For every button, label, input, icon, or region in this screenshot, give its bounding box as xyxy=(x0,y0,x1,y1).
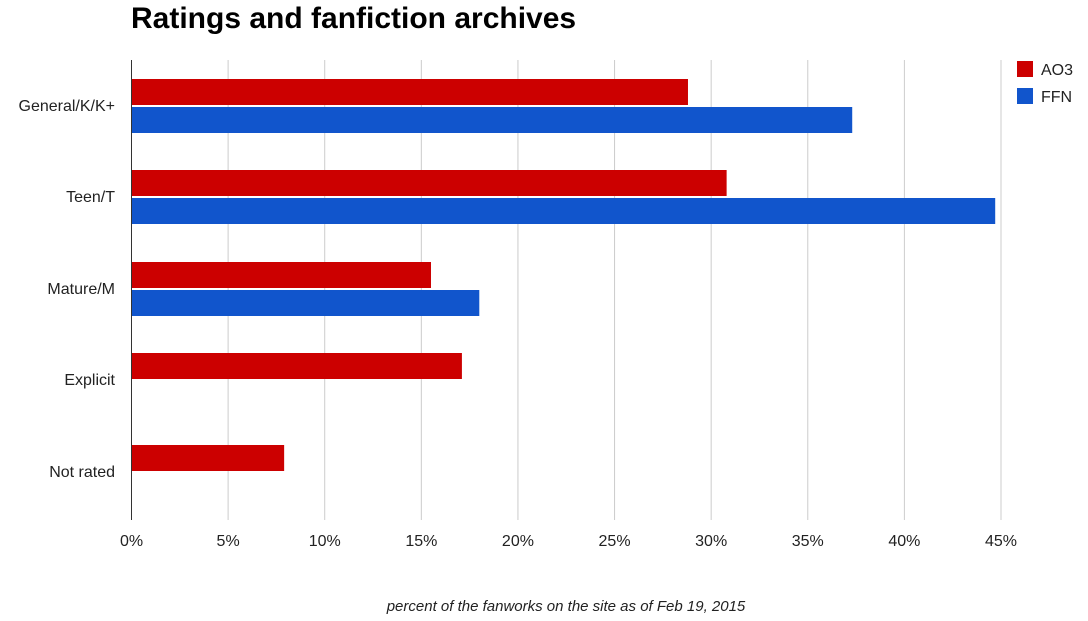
bar-ao3 xyxy=(131,79,688,105)
x-tick-label: 25% xyxy=(599,533,631,550)
legend-swatch xyxy=(1017,61,1033,77)
category-label: Explicit xyxy=(64,372,115,389)
x-tick-label: 35% xyxy=(792,533,824,550)
legend: AO3 FFN xyxy=(1017,61,1073,106)
x-tick-label: 40% xyxy=(888,533,920,550)
bar-ao3 xyxy=(131,353,462,379)
bar-ffn xyxy=(131,198,996,224)
x-axis-label: percent of the fanworks on the site as o… xyxy=(386,598,746,615)
legend-swatch xyxy=(1017,88,1033,104)
x-tick-label: 5% xyxy=(217,533,240,550)
x-tick-label: 10% xyxy=(309,533,341,550)
x-tick-label: 15% xyxy=(405,533,437,550)
category-label: Mature/M xyxy=(47,281,115,298)
bar-ffn xyxy=(131,290,480,316)
category-label: Not rated xyxy=(49,464,115,481)
legend-label: FFN xyxy=(1041,89,1072,106)
gridlines xyxy=(227,60,1002,520)
bar-ao3 xyxy=(131,262,431,288)
x-tick-label: 20% xyxy=(502,533,534,550)
legend-label: AO3 xyxy=(1041,62,1073,79)
category-labels: General/K/K+ Teen/T Mature/M Explicit Not ra… xyxy=(19,98,116,481)
x-tick-labels: 0% 5% 10% 15% 20% 25% 30% 35% 40% 45% xyxy=(120,533,1017,550)
category-label: General/K/K+ xyxy=(19,98,116,115)
bar-ao3 xyxy=(131,170,727,196)
bars xyxy=(131,79,996,471)
x-tick-label: 45% xyxy=(985,533,1017,550)
x-tick-label: 30% xyxy=(695,533,727,550)
bar-ffn xyxy=(131,107,853,133)
category-label: Teen/T xyxy=(66,189,115,206)
x-tick-label: 0% xyxy=(120,533,143,550)
chart-title: Ratings and fanfiction archives xyxy=(131,2,576,35)
bar-ao3 xyxy=(131,445,285,471)
